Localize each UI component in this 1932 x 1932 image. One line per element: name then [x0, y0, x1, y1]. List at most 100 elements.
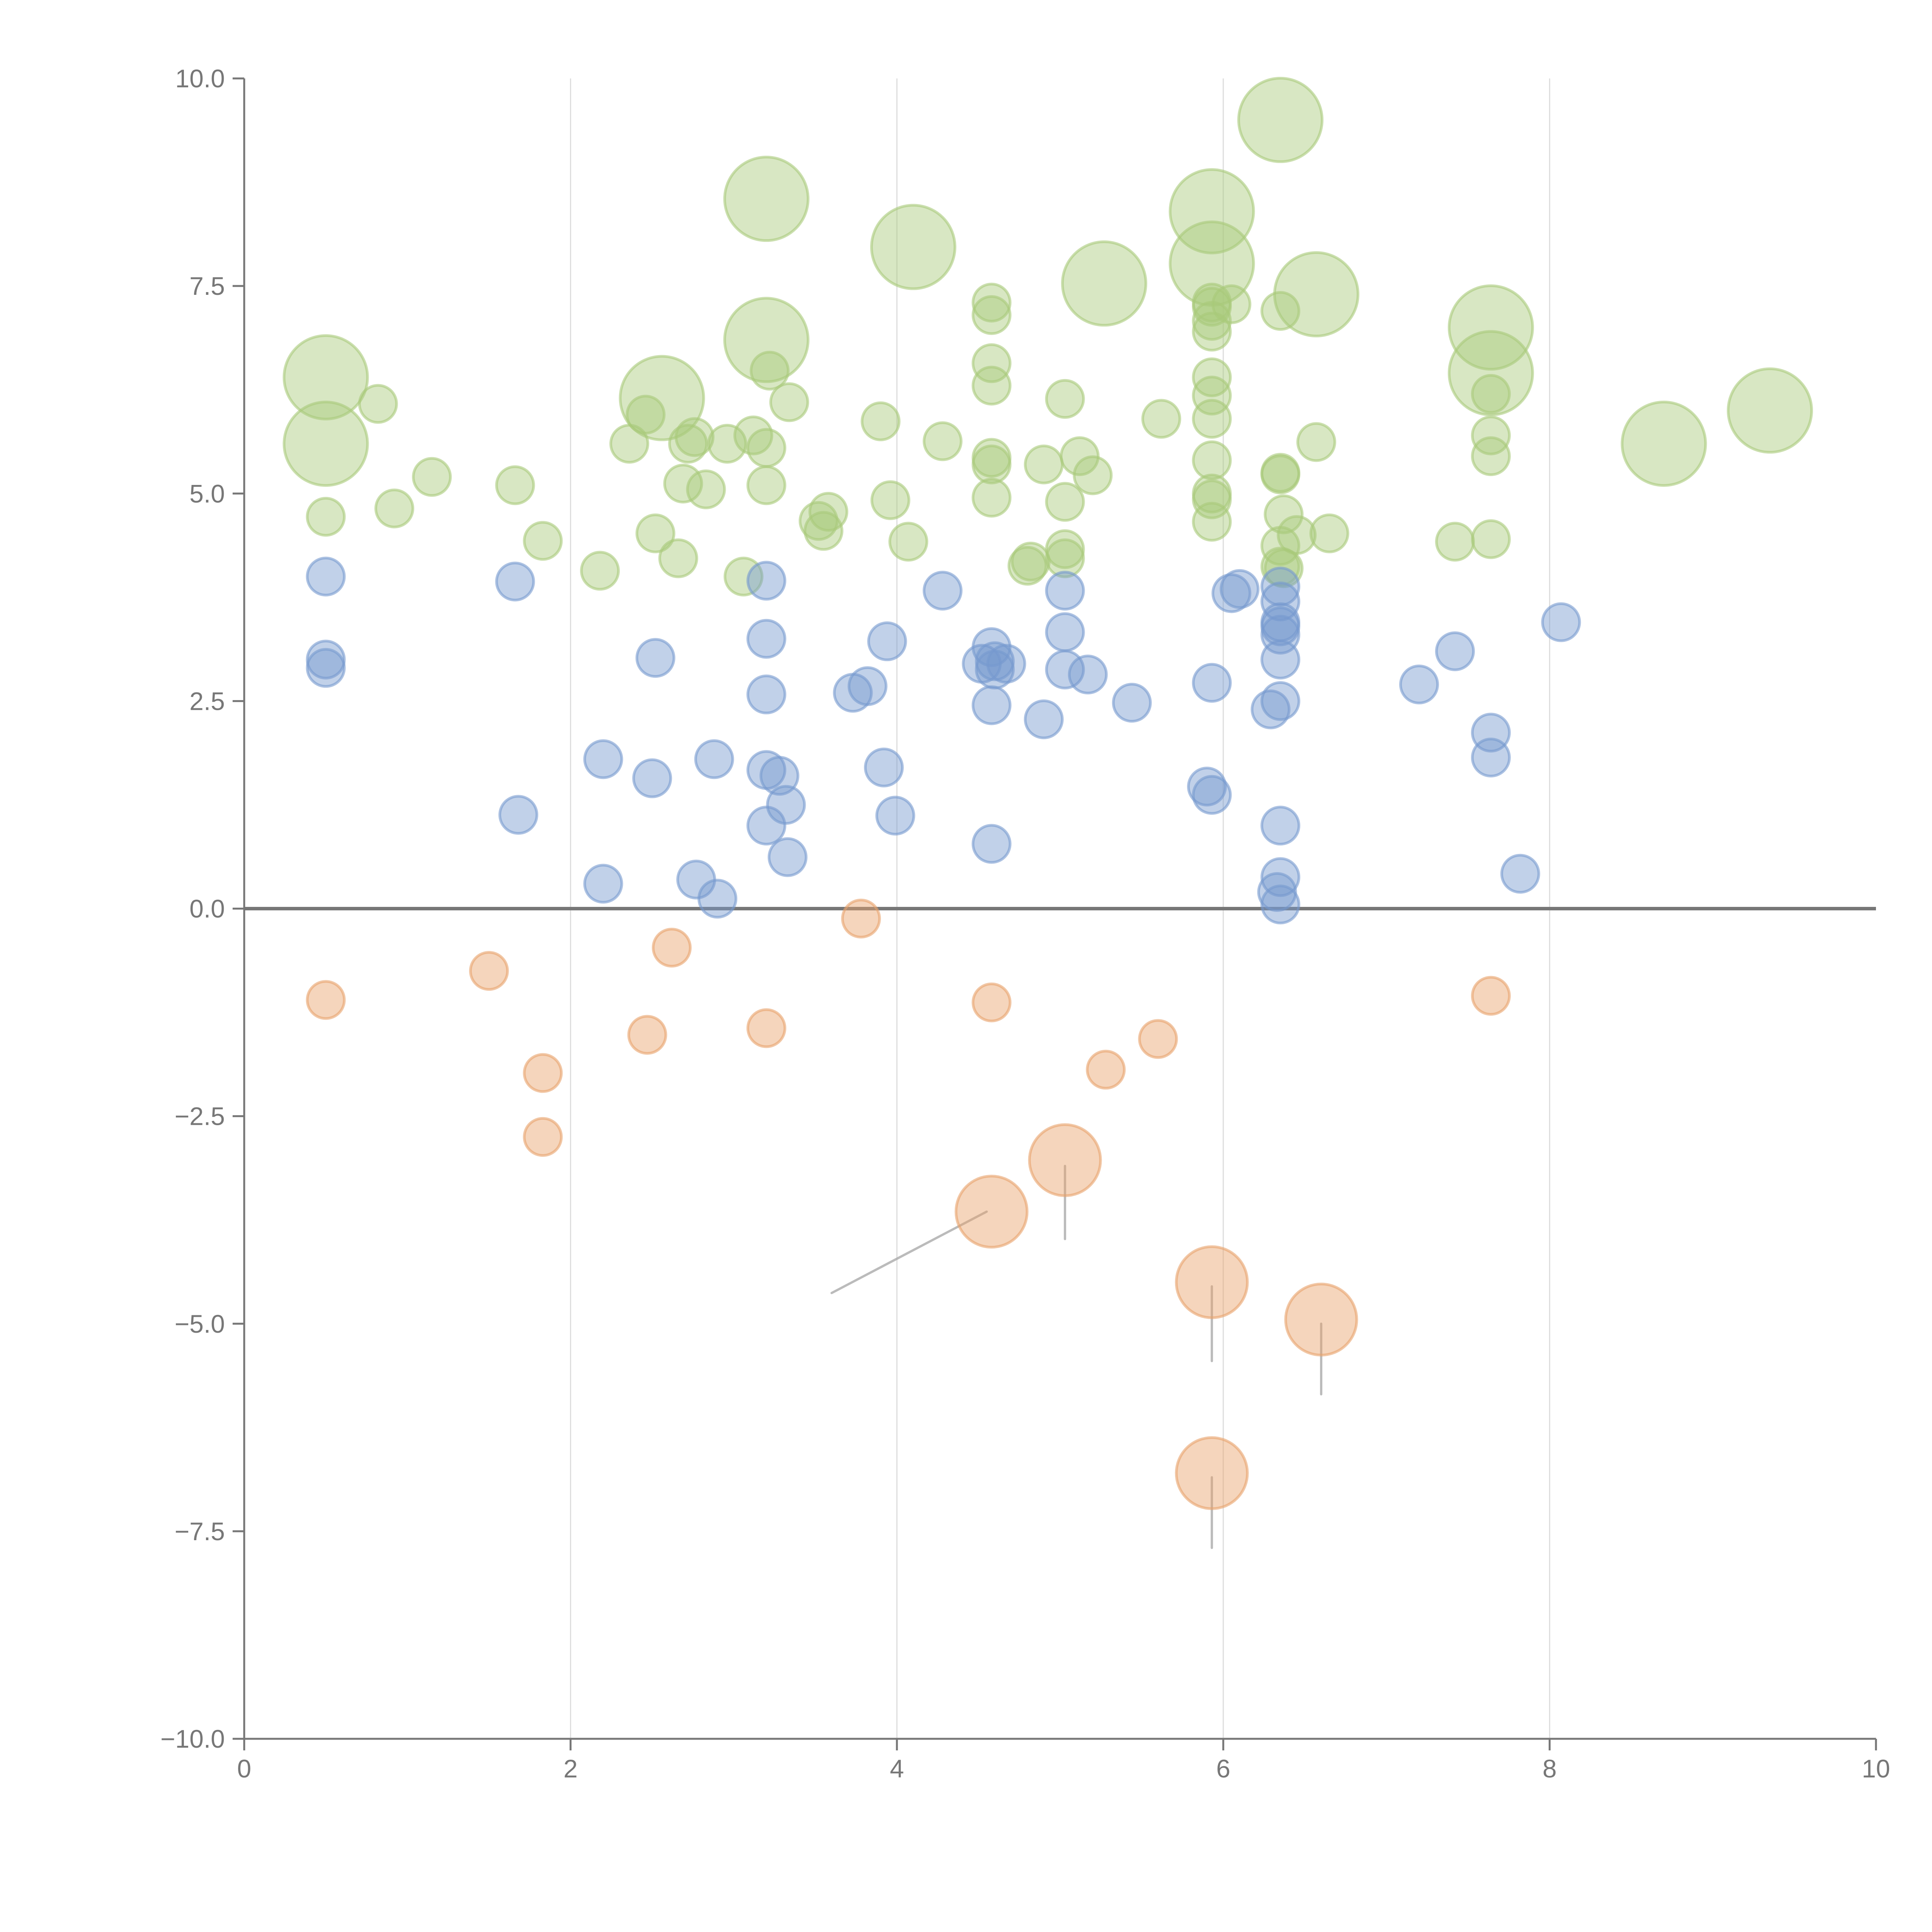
blue-small-point	[1260, 681, 1301, 721]
green-small-point	[971, 444, 1012, 485]
blue-small-point	[1045, 612, 1085, 652]
orange-small-point	[1138, 1019, 1178, 1059]
blue-small-point	[1260, 806, 1301, 846]
blue-small-point	[1500, 854, 1540, 894]
y-tick-label: −2.5	[175, 1102, 225, 1131]
y-tick-label: 7.5	[189, 272, 225, 300]
y-tick-label: −10.0	[160, 1725, 225, 1753]
x-axis-ticks: 0 2 4 6 8 10	[237, 1739, 1890, 1783]
blue-small-point	[583, 739, 623, 779]
green-small-point	[746, 428, 786, 468]
green-small-point	[658, 538, 698, 578]
green-small-point	[1073, 455, 1113, 495]
green-small-point	[707, 423, 747, 464]
blue-small-point	[1192, 663, 1232, 703]
green-small-point	[374, 488, 415, 529]
green-small-point	[971, 343, 1012, 383]
green-small-point	[686, 469, 726, 510]
x-tick-label: 4	[890, 1754, 904, 1783]
y-axis-ticks: 10.0 7.5 5.0 2.5 0.0 −2.5 −5.0 −7.5 −10.0	[160, 64, 244, 1753]
green-small-point	[1260, 454, 1301, 495]
blue-small-point	[922, 571, 963, 611]
orange-small-point	[523, 1053, 563, 1093]
green-small-point	[1211, 284, 1252, 324]
green-small-point	[750, 350, 790, 391]
blue-small-point	[1024, 699, 1064, 740]
orange-large-point	[954, 1175, 1029, 1249]
green-small-point	[635, 513, 675, 553]
label-leader-lines	[830, 1165, 1323, 1549]
series-orange	[306, 898, 1511, 1510]
orange-small-point	[651, 927, 692, 968]
blue-small-point	[767, 837, 808, 877]
orange-small-point	[1086, 1049, 1126, 1090]
x-tick-label: 6	[1216, 1754, 1230, 1783]
green-small-point	[888, 522, 929, 562]
green-small-point	[1471, 519, 1511, 559]
green-small-point	[1277, 515, 1317, 555]
blue-small-point	[306, 556, 346, 597]
blue-small-point	[583, 864, 623, 904]
blue-small-point	[746, 619, 786, 659]
green-small-point	[1309, 513, 1349, 553]
blue-small-point	[847, 666, 888, 706]
green-small-point	[1192, 479, 1232, 519]
green-small-point	[523, 521, 563, 561]
orange-small-point	[1471, 976, 1511, 1016]
green-small-point	[1264, 494, 1304, 534]
green-small-point	[769, 382, 809, 422]
green-small-point	[358, 384, 398, 424]
series-green	[282, 77, 1813, 597]
blue-small-point	[1068, 655, 1108, 695]
blue-small-point	[1260, 884, 1301, 925]
green-small-point	[1024, 444, 1064, 485]
blue-small-point	[759, 756, 799, 796]
blue-small-point	[694, 739, 734, 779]
orange-large-point	[1284, 1282, 1358, 1357]
blue-small-point	[635, 638, 675, 678]
blue-small-point	[971, 824, 1012, 864]
orange-large-point	[1028, 1123, 1102, 1197]
green-large-point	[870, 204, 956, 290]
green-large-point	[282, 334, 369, 420]
green-large-point	[1061, 240, 1148, 327]
blue-small-point	[1192, 775, 1232, 815]
green-small-point	[746, 465, 786, 505]
blue-small-point	[1260, 857, 1301, 897]
green-small-point	[1192, 440, 1232, 480]
blue-small-point	[697, 879, 738, 919]
green-small-point	[495, 465, 535, 505]
green-small-point	[1471, 374, 1511, 414]
orange-small-point	[523, 1117, 563, 1157]
green-small-point	[675, 417, 715, 457]
blue-small-point	[971, 685, 1012, 725]
green-small-point	[1010, 541, 1051, 582]
green-small-point	[971, 478, 1012, 518]
y-tick-label: −5.0	[175, 1310, 225, 1338]
green-small-point	[1045, 538, 1085, 578]
green-small-point	[663, 463, 703, 503]
green-large-point	[723, 156, 810, 242]
green-small-point	[1260, 291, 1301, 331]
orange-small-point	[627, 1015, 667, 1055]
green-small-point	[861, 401, 901, 441]
blue-small-point	[1260, 639, 1301, 680]
green-small-point	[1045, 482, 1085, 522]
green-large-point	[619, 355, 705, 441]
green-small-point	[1435, 522, 1475, 562]
data-points	[282, 77, 1813, 1510]
orange-large-point	[1175, 1245, 1249, 1319]
y-tick-label: 5.0	[189, 479, 225, 508]
x-tick-label: 0	[237, 1754, 252, 1783]
green-small-point	[971, 282, 1012, 323]
orange-small-point	[306, 980, 346, 1020]
y-tick-label: 10.0	[175, 64, 225, 93]
green-large-point	[1237, 77, 1324, 163]
x-tick-label: 8	[1543, 1754, 1557, 1783]
green-small-point	[580, 551, 620, 591]
green-small-point	[1045, 529, 1085, 569]
green-small-point	[1192, 399, 1232, 439]
series-blue	[306, 556, 1581, 925]
green-small-point	[808, 492, 849, 532]
blue-small-point	[1435, 631, 1475, 671]
